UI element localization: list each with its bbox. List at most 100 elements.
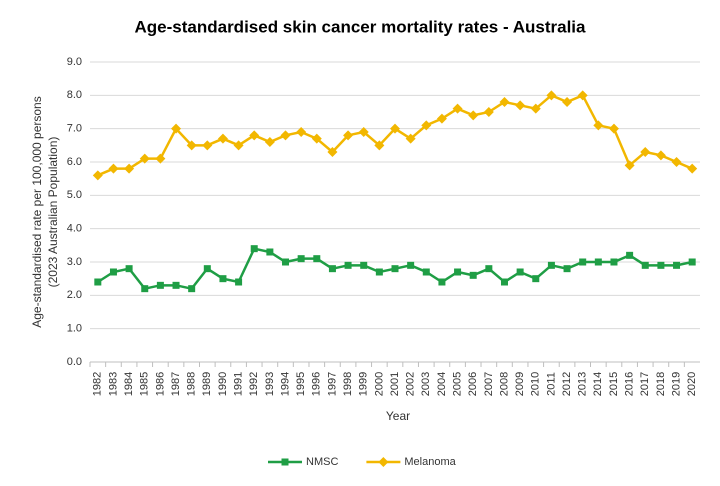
data-point [673,261,681,269]
x-tick-label: 2006 [467,372,479,396]
data-point [327,147,338,157]
data-point [624,160,635,171]
x-tick-label: 2004 [436,372,448,396]
data-point [217,133,228,144]
data-point [688,258,696,266]
legend-label: NMSC [306,456,338,468]
data-point [499,97,510,107]
x-tick-label: 2013 [577,372,589,396]
data-point [172,281,180,289]
legend-marker [281,458,289,466]
data-point [657,261,665,269]
data-point [594,258,602,266]
data-point [640,147,651,157]
data-point [280,130,291,141]
x-tick-label: 1985 [139,372,151,396]
data-point [626,251,634,259]
data-point [296,127,307,137]
x-tick-label: 2011 [545,372,557,396]
data-point [139,153,150,164]
x-tick-label: 2020 [686,372,698,396]
data-point [483,107,494,117]
data-point [250,245,258,253]
data-point [579,258,587,266]
data-point [171,123,182,134]
x-tick-label: 1994 [279,372,291,396]
data-point [515,100,526,111]
data-point [311,133,322,144]
data-point [155,153,166,164]
x-tick-label: 1998 [342,372,354,396]
x-tick-label: 1997 [326,372,338,396]
data-point [422,268,430,276]
x-tick-label: 2019 [670,372,682,396]
x-tick-label: 2003 [420,372,432,396]
data-point [530,103,541,114]
data-point [203,265,211,273]
y-axis-title: (2023 Australian Population) [46,137,60,288]
x-tick-label: 1988 [186,372,198,396]
data-point [593,120,604,131]
data-point [500,278,508,286]
data-point [391,265,399,273]
data-point [343,130,354,141]
data-point [407,261,415,269]
data-point [671,157,682,167]
x-tick-label: 2008 [498,372,510,396]
data-point [562,97,573,107]
x-tick-label: 2010 [530,372,542,396]
data-point [641,261,649,269]
x-tick-label: 2018 [655,372,667,396]
data-point [297,255,305,263]
data-point [188,285,196,293]
x-tick-label: 1996 [311,372,323,396]
x-tick-label: 2015 [608,372,620,396]
data-point [202,140,213,151]
data-point [266,248,274,256]
x-tick-label: 2000 [373,372,385,396]
data-point [546,90,557,101]
data-point [358,127,369,137]
data-point [375,268,383,276]
x-tick-label: 1983 [107,372,119,396]
data-point [186,140,197,151]
data-point [156,281,164,289]
data-point [264,137,275,147]
data-point [452,103,463,114]
y-tick-label: 7.0 [67,123,82,135]
y-axis-title: Age-standardised rate per 100,000 person… [30,96,44,328]
data-point [249,130,260,141]
data-point [328,265,336,273]
x-tick-label: 1984 [123,372,135,396]
data-point [516,268,524,276]
data-point [469,271,477,279]
x-tick-label: 1989 [201,372,213,396]
legend-marker [378,457,389,467]
data-point [405,133,416,144]
x-tick-label: 1987 [170,372,182,396]
data-point [436,113,447,124]
x-tick-label: 1992 [248,372,260,396]
legend-label: Melanoma [404,456,456,468]
y-tick-label: 6.0 [67,156,82,168]
data-point [563,265,571,273]
data-point [468,110,479,121]
series-line [97,93,693,177]
y-tick-label: 3.0 [67,256,82,268]
y-tick-label: 5.0 [67,189,82,201]
data-point [687,163,698,174]
x-tick-label: 1991 [232,372,244,396]
x-tick-label: 2002 [405,372,417,396]
data-point [577,90,588,101]
x-axis-title: Year [386,409,410,423]
chart-title: Age-standardised skin cancer mortality r… [135,17,587,36]
data-point [655,150,666,161]
data-point [532,275,540,283]
y-tick-label: 1.0 [67,323,82,335]
data-point [608,123,619,134]
x-tick-label: 1990 [217,372,229,396]
data-point [109,268,117,276]
data-point [360,261,368,269]
x-tick-label: 2012 [561,372,573,396]
data-point [141,285,149,293]
